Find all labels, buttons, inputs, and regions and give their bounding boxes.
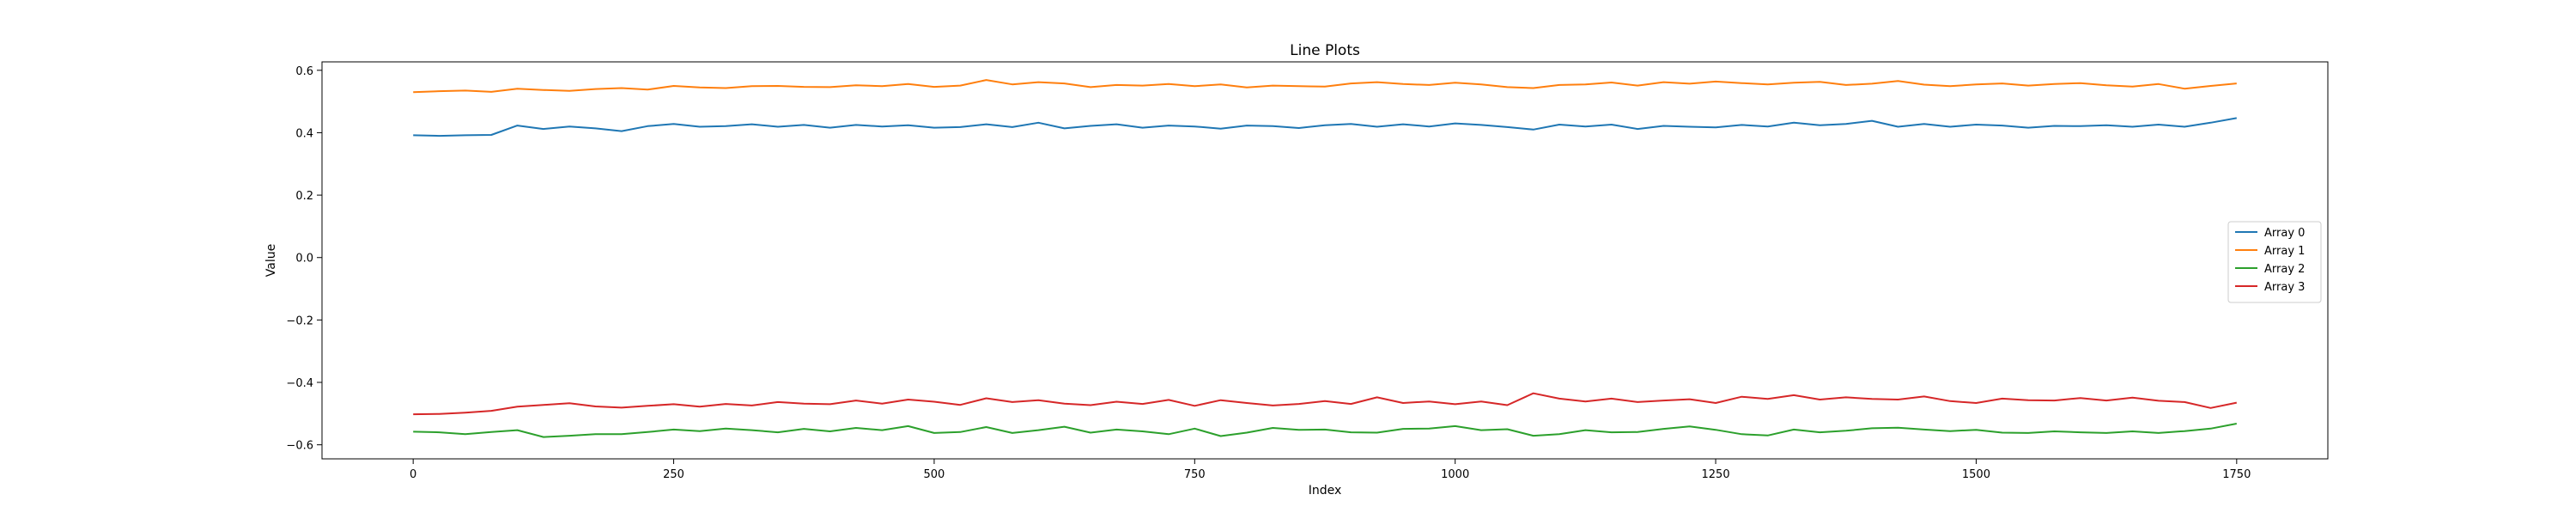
series-line-2 (413, 423, 2237, 438)
chart-title: Line Plots (1290, 42, 1360, 59)
plot-area (413, 79, 2238, 438)
series-line-3 (413, 392, 2238, 416)
y-tick-label: 0.4 (295, 127, 313, 140)
x-tick-label: 500 (924, 468, 945, 481)
legend-label-0: Array 0 (2264, 227, 2305, 240)
legend-label-1: Array 1 (2264, 245, 2305, 258)
y-tick-label: 0.6 (295, 65, 313, 78)
legend-label-3: Array 3 (2264, 281, 2305, 294)
y-tick-label: −0.4 (286, 377, 313, 390)
x-tick-label: 250 (663, 468, 684, 481)
x-tick-label: 1250 (1702, 468, 1730, 481)
legend-label-2: Array 2 (2264, 263, 2305, 276)
y-tick-label: −0.2 (286, 314, 313, 327)
x-tick-label: 1000 (1441, 468, 1469, 481)
x-axis-label: Index (1309, 484, 1342, 498)
x-tick-label: 0 (410, 468, 416, 481)
x-tick-label: 750 (1184, 468, 1206, 481)
y-tick-label: 0.2 (295, 190, 313, 203)
y-axis: −0.6 −0.4 −0.2 0.0 0.2 0.4 0.6 (286, 65, 322, 453)
legend: Array 0 Array 1 Array 2 Array 3 (2227, 221, 2322, 303)
x-tick-label: 1750 (2222, 468, 2251, 481)
x-tick-label: 1500 (1962, 468, 1990, 481)
plot-frame (321, 61, 2329, 460)
series-line-1 (413, 79, 2237, 94)
series-line-0 (413, 117, 2237, 137)
legend-box (2227, 221, 2322, 303)
x-axis: 0 250 500 750 1000 1250 1500 1750 (410, 459, 2251, 481)
y-tick-label: 0.0 (295, 253, 313, 266)
y-tick-label: −0.6 (286, 440, 313, 453)
y-axis-label: Value (264, 244, 278, 277)
